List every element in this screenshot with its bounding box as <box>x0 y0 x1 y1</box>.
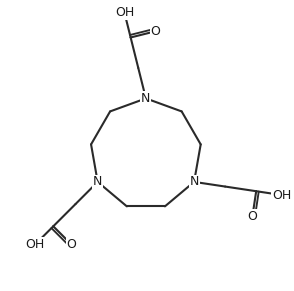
Text: OH: OH <box>115 6 134 19</box>
Text: OH: OH <box>272 189 291 202</box>
Text: OH: OH <box>26 238 45 251</box>
Text: N: N <box>189 175 199 188</box>
Text: N: N <box>141 92 151 105</box>
Text: N: N <box>93 175 102 188</box>
Text: O: O <box>248 210 257 223</box>
Text: O: O <box>151 25 161 38</box>
Text: O: O <box>66 238 76 251</box>
